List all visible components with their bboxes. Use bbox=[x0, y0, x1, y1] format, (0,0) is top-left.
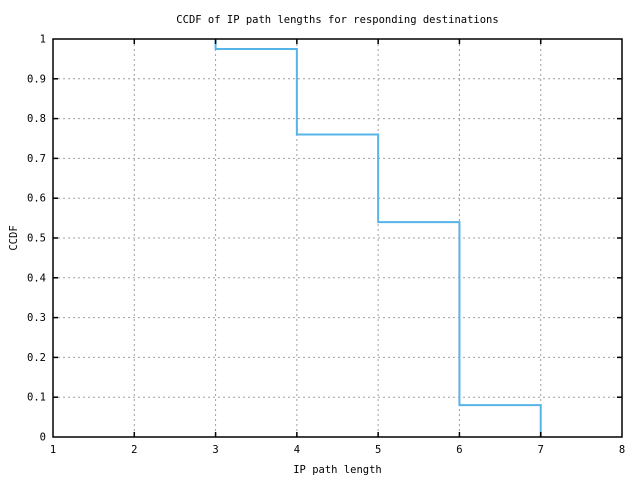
x-tick-label: 4 bbox=[294, 444, 300, 456]
x-tick-label: 5 bbox=[375, 444, 381, 456]
y-tick-label: 0.4 bbox=[27, 272, 46, 284]
y-tick-label: 0.3 bbox=[27, 312, 46, 324]
x-tick-label: 3 bbox=[212, 444, 218, 456]
y-tick-label: 1 bbox=[40, 34, 46, 46]
x-axis-label: IP path length bbox=[293, 464, 382, 476]
y-axis-label: CCDF bbox=[8, 225, 20, 251]
y-tick-label: 0.8 bbox=[27, 113, 46, 125]
ccdf-step-line bbox=[214, 39, 542, 437]
x-tick-label: 2 bbox=[131, 444, 137, 456]
y-tick-label: 0 bbox=[40, 432, 46, 444]
x-tick-label: 8 bbox=[619, 444, 625, 456]
x-tick-label: 7 bbox=[538, 444, 544, 456]
y-tick-label: 0.6 bbox=[27, 193, 46, 205]
x-tick-label: 6 bbox=[456, 444, 462, 456]
y-tick-label: 0.7 bbox=[27, 153, 46, 165]
chart-title: CCDF of IP path lengths for responding d… bbox=[176, 14, 499, 26]
x-tick-label: 1 bbox=[50, 444, 56, 456]
y-tick-label: 0.5 bbox=[27, 233, 46, 245]
y-tick-label: 0.9 bbox=[27, 73, 46, 85]
y-tick-label: 0.1 bbox=[27, 392, 46, 404]
y-tick-label: 0.2 bbox=[27, 352, 46, 364]
